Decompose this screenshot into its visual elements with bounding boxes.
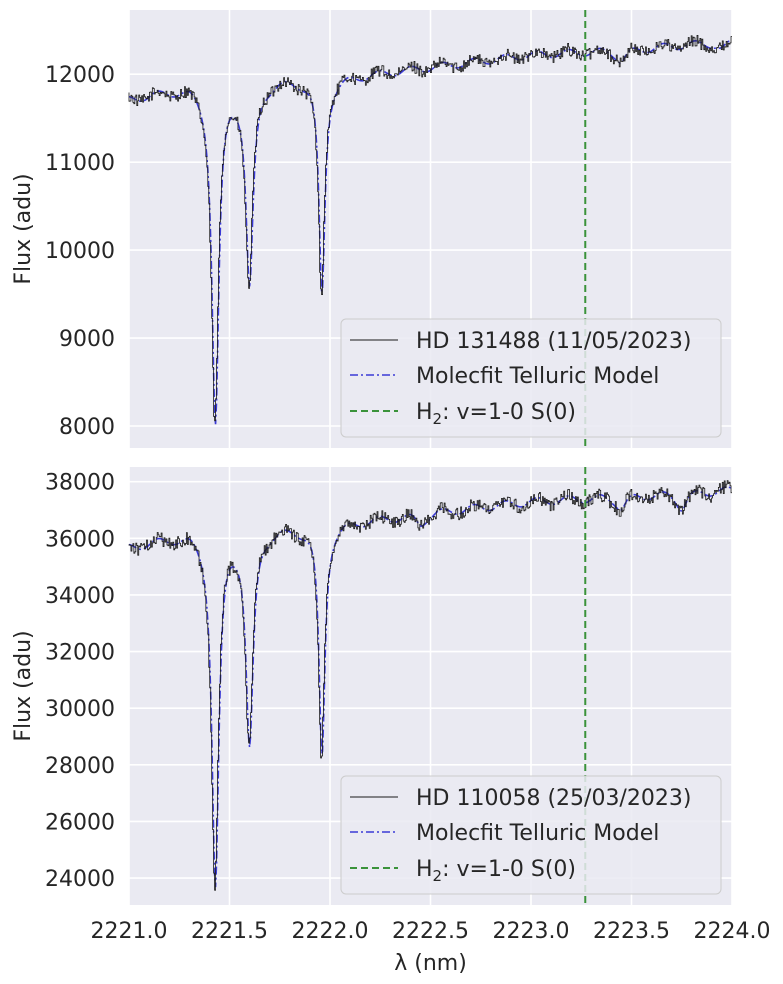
top-y-tick-label: 12000: [45, 63, 115, 88]
top-legend-box: [340, 318, 722, 438]
top-legend-marker-rest: : v=1-0 S(0): [442, 400, 576, 425]
top-legend-model-label: Molecfit Telluric Model: [416, 364, 659, 389]
top-y-axis-label: Flux (adu): [11, 173, 36, 284]
x-tick-label: 2221.5: [191, 919, 268, 944]
top-y-tick-label: 11000: [45, 151, 115, 176]
bottom-legend: HD 110058 (25/03/2023) Molecfit Telluric…: [340, 775, 722, 895]
bottom-y-tick-label: 32000: [45, 641, 115, 666]
x-tick-label: 2223.0: [493, 919, 570, 944]
bottom-y-ticks: 24000 26000 28000 30000 32000 34000 36000 38000: [45, 471, 115, 892]
bottom-y-tick-label: 26000: [45, 810, 115, 835]
bottom-y-tick-label: 36000: [45, 527, 115, 552]
bottom-data-series: [128, 480, 732, 891]
bottom-y-tick-label: 30000: [45, 697, 115, 722]
top-legend-data-label: HD 131488 (11/05/2023): [416, 329, 691, 354]
top-legend-marker-label: H2: v=1-0 S(0): [416, 400, 576, 428]
x-ticks: 2221.0 2221.5 2222.0 2222.5 2223.0 2223.5 2224…: [91, 919, 771, 944]
top-legend: HD 131488 (11/05/2023) Molecfit Telluric…: [340, 318, 722, 438]
bottom-legend-marker-main: H: [416, 857, 433, 882]
top-grid: [128, 10, 733, 448]
top-panel: 8000 9000 10000 11000 12000 Flux (adu) HD 13…: [11, 10, 733, 448]
top-y-tick-label: 9000: [59, 327, 115, 352]
bottom-y-tick-label: 34000: [45, 584, 115, 609]
top-data-series: [128, 34, 732, 422]
bottom-legend-marker-label: H2: v=1-0 S(0): [416, 857, 576, 885]
x-tick-label: 2221.0: [91, 919, 168, 944]
bottom-y-axis-label: Flux (adu): [11, 630, 36, 741]
top-y-ticks: 8000 9000 10000 11000 12000: [45, 63, 115, 440]
bottom-legend-box: [340, 775, 722, 895]
x-tick-label: 2222.5: [392, 919, 469, 944]
top-legend-marker-main: H: [416, 400, 433, 425]
bottom-legend-data-label: HD 110058 (25/03/2023): [416, 786, 691, 811]
bottom-y-tick-label: 28000: [45, 754, 115, 779]
top-y-tick-label: 8000: [59, 415, 115, 440]
top-legend-marker-subscript: 2: [433, 410, 443, 428]
bottom-y-tick-label: 38000: [45, 471, 115, 496]
bottom-y-tick-label: 24000: [45, 867, 115, 892]
x-tick-label: 2222.0: [292, 919, 369, 944]
bottom-panel: 24000 26000 28000 30000 32000 34000 36000 38000…: [11, 467, 733, 905]
x-axis-label: λ (nm): [394, 951, 467, 976]
x-tick-label: 2224.0: [694, 919, 771, 944]
x-tick-label: 2223.5: [593, 919, 670, 944]
bottom-legend-marker-subscript: 2: [433, 867, 443, 885]
bottom-legend-marker-rest: : v=1-0 S(0): [442, 857, 576, 882]
top-y-tick-label: 10000: [45, 239, 115, 264]
bottom-legend-model-label: Molecfit Telluric Model: [416, 821, 659, 846]
